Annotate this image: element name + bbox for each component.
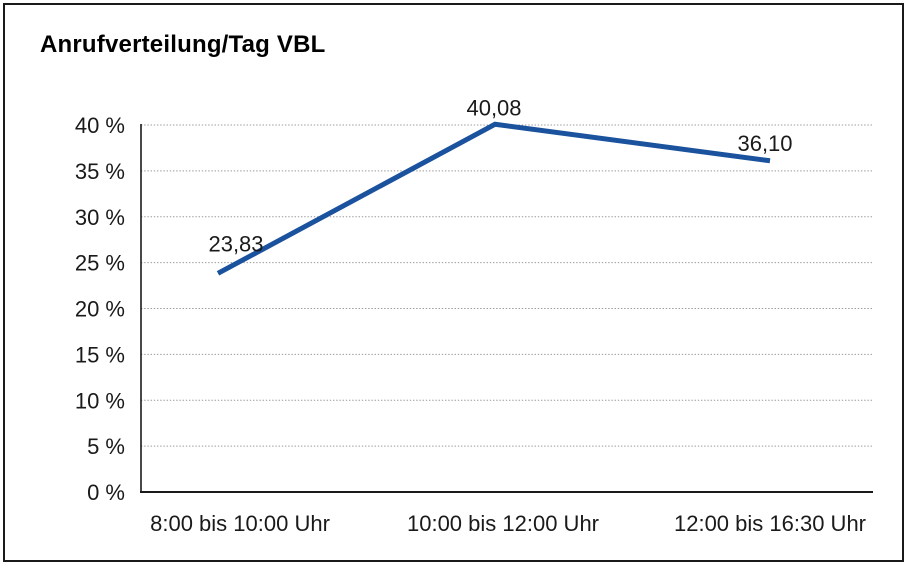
chart-frame — [3, 3, 904, 562]
y-tick-label: 30 % — [75, 205, 125, 230]
x-tick-label: 8:00 bis 10:00 Uhr — [150, 511, 330, 536]
y-tick-label: 15 % — [75, 342, 125, 367]
data-point-label: 40,08 — [466, 95, 521, 120]
chart-title: Anrufverteilung/Tag VBL — [40, 31, 326, 58]
y-tick-label: 25 % — [75, 251, 125, 276]
y-tick-label: 35 % — [75, 159, 125, 184]
x-tick-label: 10:00 bis 12:00 Uhr — [407, 511, 599, 536]
y-tick-label: 40 % — [75, 113, 125, 138]
data-point-label: 23,83 — [208, 231, 263, 256]
y-tick-label: 0 % — [87, 480, 125, 505]
data-point-label: 36,10 — [737, 131, 792, 156]
data-line — [216, 121, 771, 276]
y-tick-label: 5 % — [87, 434, 125, 459]
x-tick-label: 12:00 bis 16:30 Uhr — [674, 511, 866, 536]
y-tick-label: 20 % — [75, 297, 125, 322]
y-tick-label: 10 % — [75, 388, 125, 413]
